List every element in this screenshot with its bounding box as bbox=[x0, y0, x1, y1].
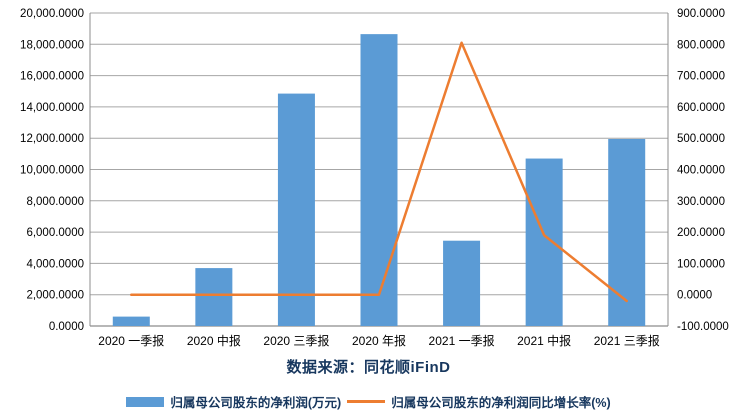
legend-item-net-profit: 归属母公司股东的净利润(万元) bbox=[126, 392, 341, 411]
data-source-title: 数据来源：同花顺iFinD bbox=[286, 359, 451, 376]
x-axis-category-label: 2020 中报 bbox=[187, 333, 241, 348]
left-axis-tick-label: 14,000.0000 bbox=[20, 102, 84, 114]
right-axis-tick-label: 0.0000 bbox=[677, 290, 712, 302]
left-axis-tick-label: 8,000.0000 bbox=[26, 196, 84, 208]
right-axis-tick-label: 300.0000 bbox=[677, 196, 725, 208]
x-axis-category-label: 2020 年报 bbox=[352, 333, 406, 348]
right-axis-tick-label: -100.0000 bbox=[677, 321, 729, 333]
bar bbox=[525, 158, 563, 326]
right-axis-tick-label: 900.0000 bbox=[677, 8, 725, 20]
bar bbox=[360, 34, 398, 326]
x-axis-category-label: 2020 一季报 bbox=[98, 333, 164, 348]
right-axis-tick-label: 100.0000 bbox=[677, 258, 725, 270]
legend-item-growth-rate: 归属母公司股东的净利润同比增长率(%) bbox=[347, 392, 611, 411]
bar bbox=[277, 93, 315, 326]
left-axis-tick-label: 2,000.0000 bbox=[26, 290, 84, 302]
x-axis-category-label: 2020 三季报 bbox=[263, 333, 329, 348]
right-axis-tick-label: 200.0000 bbox=[677, 227, 725, 239]
bar bbox=[112, 316, 150, 326]
right-axis-tick-label: 800.0000 bbox=[677, 39, 725, 51]
growth-line bbox=[130, 41, 628, 303]
bar bbox=[195, 268, 233, 326]
chart-legend: 归属母公司股东的净利润(万元) 归属母公司股东的净利润同比增长率(%) bbox=[0, 392, 737, 411]
left-axis-tick-label: 20,000.0000 bbox=[20, 8, 84, 20]
right-axis-tick-label: 500.0000 bbox=[677, 133, 725, 145]
left-axis-tick-label: 18,000.0000 bbox=[20, 39, 84, 51]
bar bbox=[443, 240, 481, 326]
legend-label-growth-rate: 归属母公司股东的净利润同比增长率(%) bbox=[391, 396, 611, 410]
left-axis-tick-label: 4,000.0000 bbox=[26, 258, 84, 270]
x-axis-category-label: 2021 三季报 bbox=[594, 333, 660, 348]
right-axis-tick-label: 700.0000 bbox=[677, 71, 725, 83]
right-axis-tick-label: 400.0000 bbox=[677, 165, 725, 177]
x-axis-category-label: 2021 中报 bbox=[517, 333, 571, 348]
line-series-swatch-icon bbox=[347, 400, 386, 403]
x-axis-category-label: 2021 一季报 bbox=[429, 333, 495, 348]
chart-canvas: 0.0000 2,000.0000 4,000.0000 6,000.0000 8,00… bbox=[20, 8, 729, 348]
left-axis-tick-label: 10,000.0000 bbox=[20, 165, 84, 177]
left-axis-tick-label: 0.0000 bbox=[49, 321, 84, 333]
bar-series-swatch-icon bbox=[126, 396, 165, 407]
right-axis-tick-label: 600.0000 bbox=[677, 102, 725, 114]
left-axis-tick-label: 6,000.0000 bbox=[26, 227, 84, 239]
left-axis-tick-label: 16,000.0000 bbox=[20, 71, 84, 83]
left-axis-tick-label: 12,000.0000 bbox=[20, 133, 84, 145]
legend-label-net-profit: 归属母公司股东的净利润(万元) bbox=[170, 396, 342, 410]
bar bbox=[608, 138, 646, 326]
